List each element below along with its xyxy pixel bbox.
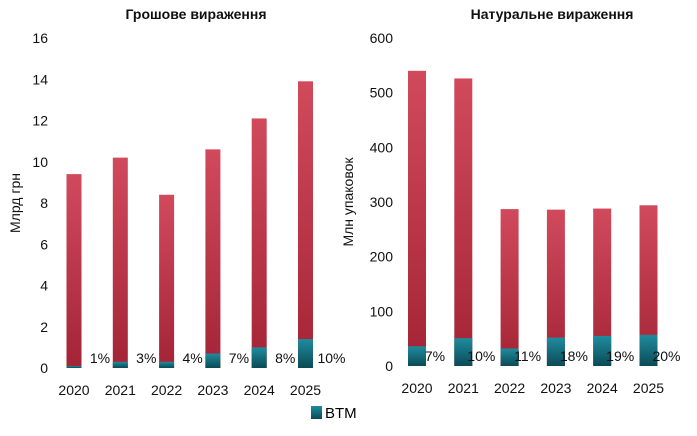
x-tick-label: 2024 <box>244 382 275 398</box>
x-tick-label: 2021 <box>105 382 136 398</box>
bar-btm-2025 <box>298 339 313 368</box>
bar-btm-2024 <box>593 335 612 366</box>
bar-btm-2025 <box>639 334 658 366</box>
bar-btm-2023 <box>205 353 221 368</box>
bar-btm-2021 <box>454 338 473 366</box>
y-tick-label: 10 <box>32 154 48 170</box>
data-label: 4% <box>182 350 202 366</box>
y-tick-label: 600 <box>370 30 394 46</box>
bar-total-2022 <box>159 194 175 368</box>
bar-btm-2022 <box>159 361 175 368</box>
x-tick-label: 2024 <box>587 380 618 396</box>
bar-total-2020 <box>408 70 426 367</box>
y-tick-label: 2 <box>40 319 48 335</box>
y-tick-label: 8 <box>40 195 48 211</box>
y-tick-label: 12 <box>32 113 48 129</box>
bar-btm-2024 <box>251 347 267 368</box>
x-tick-label: 2021 <box>448 380 479 396</box>
y-tick-label: 0 <box>40 360 48 376</box>
legend-label-btm: BTM <box>325 405 357 422</box>
legend-swatch-btm <box>311 406 322 419</box>
bar-btm-2022 <box>500 348 519 366</box>
data-label: 3% <box>136 350 156 366</box>
bar-total-2023 <box>546 209 565 366</box>
data-label: 19% <box>606 348 634 364</box>
data-label: 7% <box>229 350 249 366</box>
bar-total-2025 <box>298 81 313 368</box>
bar-btm-2020 <box>408 346 426 366</box>
y-tick-label: 300 <box>370 194 394 210</box>
y-tick-label: 200 <box>370 249 394 265</box>
chart-1: Грошове вираження Млрд грн 0 2 4 6 8 10 12 14 16 20… <box>7 6 346 398</box>
bar-total-2021 <box>112 157 128 368</box>
data-label: 7% <box>425 348 445 364</box>
bar-total-2024 <box>251 118 267 368</box>
bar-total-2022 <box>500 209 519 366</box>
data-label: 11% <box>514 348 541 364</box>
y-axis-label: Млрд грн <box>7 173 23 233</box>
bar-total-2024 <box>593 208 612 366</box>
legend: BTM <box>311 405 357 422</box>
x-tick-label: 2022 <box>151 382 182 398</box>
y-tick-label: 100 <box>370 303 394 319</box>
data-label: 10% <box>467 348 495 364</box>
bar-total-2025 <box>639 205 658 366</box>
y-axis-label: Млн упаковок <box>340 157 356 247</box>
bar-btm-2023 <box>546 337 565 366</box>
data-label: 8% <box>275 350 295 366</box>
x-tick-label: 2022 <box>494 380 525 396</box>
y-tick-label: 500 <box>370 85 394 101</box>
data-label: 20% <box>652 348 680 364</box>
y-tick-label: 16 <box>32 30 48 46</box>
bar-btm-2021 <box>112 361 128 368</box>
data-label: 10% <box>317 350 345 366</box>
bar-total-2020 <box>66 174 82 368</box>
x-tick-label: 2025 <box>633 380 664 396</box>
x-tick-label: 2020 <box>58 382 89 398</box>
y-tick-label: 6 <box>40 236 48 252</box>
bar-total-2023 <box>205 149 221 368</box>
x-tick-label: 2023 <box>540 380 571 396</box>
chart-title: Натуральне вираження <box>471 6 634 22</box>
chart-2: Натуральне вираження Млн упаковок 0 100 200 3… <box>340 6 681 396</box>
data-label: 1% <box>90 350 110 366</box>
x-tick-label: 2023 <box>197 382 228 398</box>
data-label: 18% <box>560 348 588 364</box>
x-tick-label: 2025 <box>290 382 321 398</box>
y-tick-label: 0 <box>385 358 393 374</box>
y-tick-label: 400 <box>370 139 394 155</box>
x-tick-label: 2020 <box>401 380 432 396</box>
bar-btm-2020 <box>66 365 82 368</box>
chart-title: Грошове вираження <box>126 6 267 22</box>
bar-total-2021 <box>454 78 473 366</box>
y-tick-label: 14 <box>32 71 48 87</box>
y-tick-label: 4 <box>40 278 48 294</box>
